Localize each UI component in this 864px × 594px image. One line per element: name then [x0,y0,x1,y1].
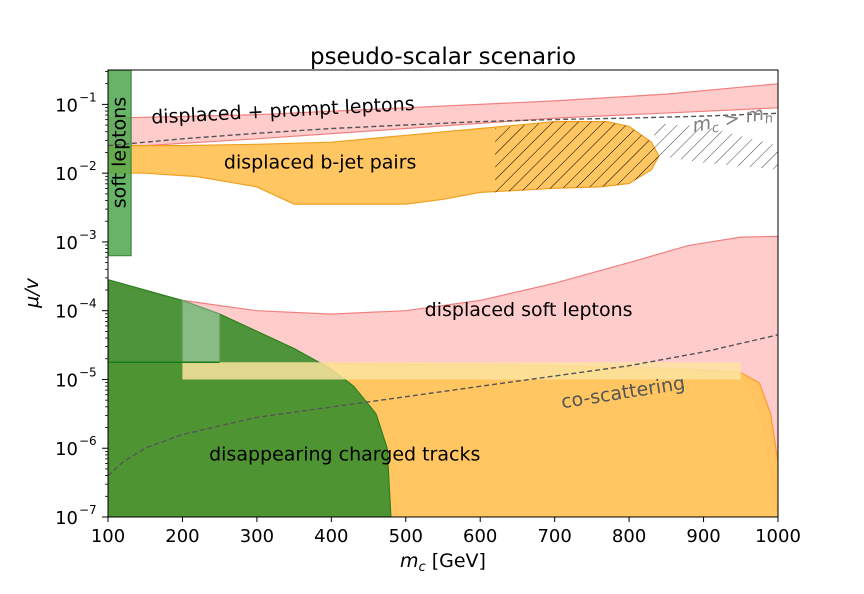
light-yellow-constraint-region [182,362,741,380]
plot-frame [107,69,779,518]
x-tick-label: 100 [91,526,125,547]
y-tick-label: 10 [55,233,78,254]
y-tick-exponent: −2 [79,159,97,173]
y-tick-label: 10 [55,370,78,391]
y-tick-label: 10 [55,302,78,323]
regions-layer [108,70,778,517]
y-tick-label: 10 [55,95,78,116]
x-tick-label: 700 [537,526,571,547]
label-displaced-soft-leptons: displaced soft leptons [425,299,633,321]
soft-leptons-region [108,70,132,257]
y-tick-exponent: −3 [79,228,97,242]
label-soft-leptons: soft leptons [108,97,130,208]
x-tick-label: 500 [389,526,423,547]
y-tick-exponent: −6 [79,434,97,448]
chart-title: pseudo-scalar scenario [310,44,576,70]
co-scattering-curve [108,334,778,477]
mc-mh-boundary-curve [108,112,778,147]
x-tick-label: 300 [240,526,274,547]
label-mc-gt-mh: mc > mh [691,101,775,140]
x-tick-label: 1000 [755,526,801,547]
y-tick-exponent: −4 [79,297,97,311]
x-axis: 100 200 300 400 500 600 700 800 900 1000 [91,517,801,547]
mc-gt-mh-hatch [495,121,659,193]
y-tick-label: 10 [55,508,78,529]
x-tick-label: 900 [686,526,720,547]
y-tick-exponent: −5 [79,365,97,379]
label-disappearing-charged-tracks: disappearing charged tracks [209,444,480,466]
upper-right-hatch [651,123,778,170]
y-axis: 10−710−610−510−410−310−210−1 [55,71,108,529]
x-tick-label: 400 [314,526,348,547]
y-tick-label: 10 [55,439,78,460]
x-tick-label: 200 [165,526,199,547]
y-tick-exponent: −7 [79,503,97,517]
lines-layer [108,112,778,477]
x-tick-label: 800 [612,526,646,547]
x-tick-label: 600 [463,526,497,547]
y-tick-label: 10 [55,164,78,185]
hatch-layer [495,121,778,193]
y-axis-label: μ/v [21,277,43,308]
x-axis-label: mc [GeV] [400,550,486,575]
label-displaced-bjet-pairs: displaced b-jet pairs [224,151,417,173]
y-tick-exponent: −1 [79,90,97,104]
